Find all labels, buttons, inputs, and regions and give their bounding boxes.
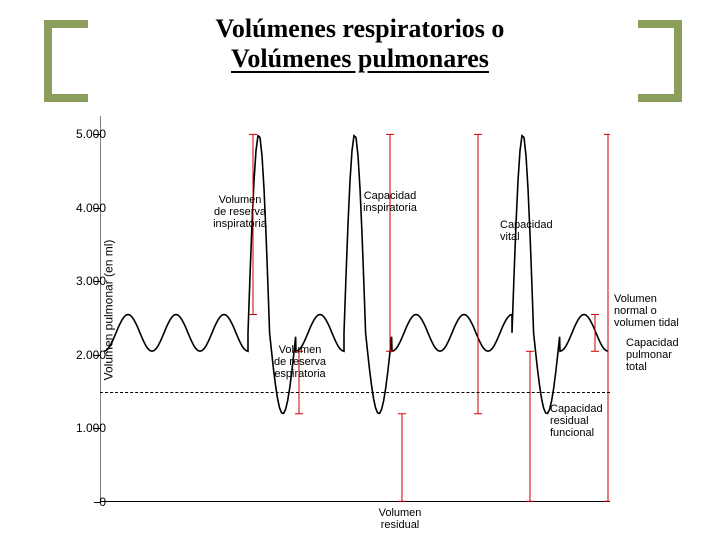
b-erv: [295, 351, 303, 413]
b-tv-label: Volumen normal o volumen tidal: [614, 293, 679, 329]
b-vc: [474, 134, 482, 413]
spirogram-waveform: [104, 136, 608, 414]
title-line-2: Volúmenes pulmonares: [231, 44, 489, 73]
spirogram-svg: [100, 116, 610, 502]
b-tv: [591, 315, 599, 352]
residual-volume-dashed-line: [100, 392, 610, 393]
b-tlc: [604, 134, 610, 501]
b-tlc-label: Capacidad pulmonar total: [626, 337, 679, 373]
page-title: Volúmenes respiratorios o Volúmenes pulm…: [0, 14, 720, 74]
title-line-1: Volúmenes respiratorios o: [216, 14, 505, 43]
b-rv-label: Volumen residual: [365, 507, 435, 531]
b-frc: [526, 351, 534, 501]
decorative-bracket-right: [638, 20, 682, 102]
spirogram-plot: [100, 116, 610, 502]
b-rv: [398, 414, 406, 501]
decorative-bracket-left: [44, 20, 88, 102]
b-ic: [386, 134, 394, 351]
